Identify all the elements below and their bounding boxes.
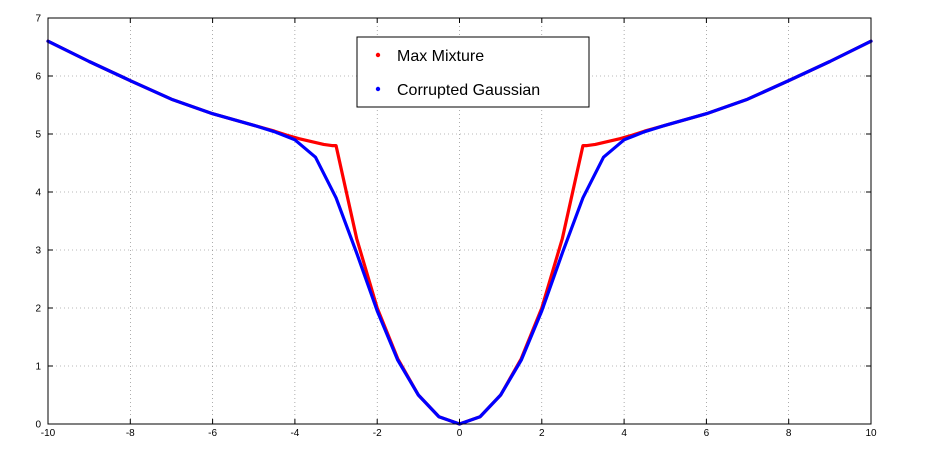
axis-ticks: -10 -8 -6 -4 -2 0 2 4 6 8 10 0 1 2 3 4 5 6 7 [35,14,877,440]
y-tick-label: 6 [35,72,41,83]
y-tick-label: 5 [35,130,41,141]
y-tick-label: 0 [35,420,41,431]
x-tick-label: 0 [457,428,463,439]
x-tick-label: -8 [126,428,135,439]
legend-box [356,36,590,108]
x-tick-label: -4 [290,428,299,439]
x-tick-label: -6 [208,428,217,439]
x-tick-label: 6 [704,428,710,439]
y-tick-label: 4 [35,188,41,199]
y-tick-label: 1 [35,362,41,373]
x-tick-label: 8 [786,428,792,439]
legend-label: Corrupted Gaussian [397,82,540,99]
y-tick-label: 3 [35,246,41,257]
legend-marker [375,86,381,92]
x-tick-label: 10 [865,428,877,439]
x-tick-label: 2 [539,428,545,439]
legend-marker [375,52,381,58]
legend-label: Max Mixture [397,48,484,65]
x-tick-label: -10 [41,428,56,439]
legend: Max Mixture Corrupted Gaussian [356,36,590,108]
x-tick-label: 4 [621,428,627,439]
x-tick-label: -2 [373,428,382,439]
y-tick-label: 7 [35,14,41,25]
y-tick-label: 2 [35,304,41,315]
